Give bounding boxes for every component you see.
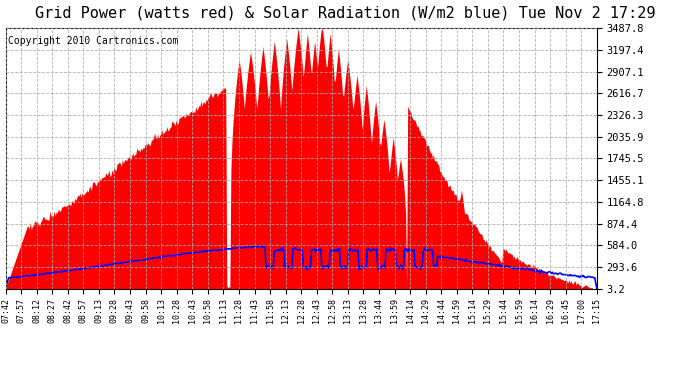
Text: Grid Power (watts red) & Solar Radiation (W/m2 blue) Tue Nov 2 17:29: Grid Power (watts red) & Solar Radiation… (34, 6, 655, 21)
Text: Copyright 2010 Cartronics.com: Copyright 2010 Cartronics.com (8, 36, 179, 46)
